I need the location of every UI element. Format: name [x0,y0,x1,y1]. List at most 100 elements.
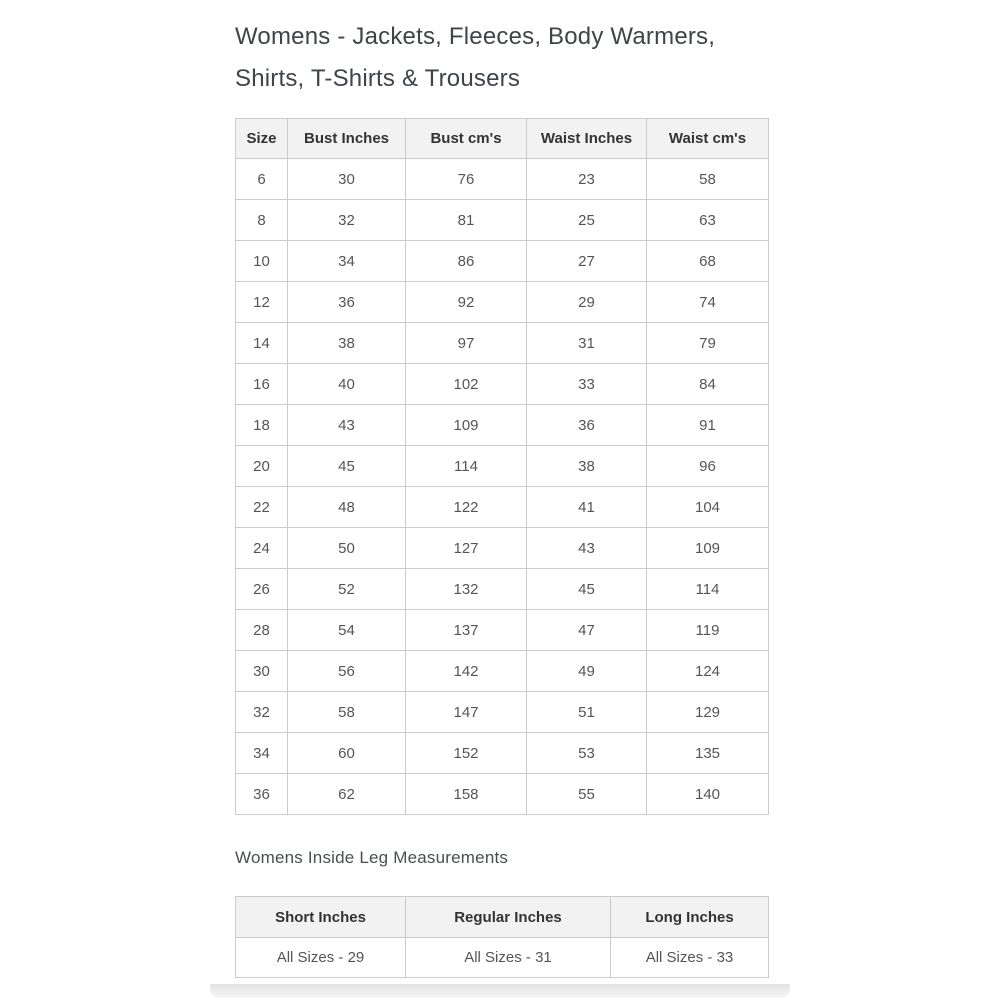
table-cell: 45 [287,445,406,487]
table-cell: 36 [526,404,647,446]
table-cell: 132 [405,568,527,610]
table-cell: 34 [287,240,406,282]
column-header: Regular Inches [405,896,611,938]
table-cell: 20 [235,445,288,487]
table-cell: 56 [287,650,406,692]
table-row: 18 43 109 36 91 [235,404,769,446]
table-cell: All Sizes - 29 [235,937,406,978]
table-cell: 38 [526,445,647,487]
table-cell: 22 [235,486,288,528]
bottom-shadow [210,984,790,998]
table-row: 28 54 137 47 119 [235,609,769,651]
table-cell: 55 [526,773,647,815]
table-cell: 140 [646,773,769,815]
size-chart-header-row: Size Bust Inches Bust cm's Waist Inches Wais… [235,118,769,159]
table-cell: 18 [235,404,288,446]
table-cell: 97 [405,322,527,364]
size-chart-table: Size Bust Inches Bust cm's Waist Inches Wais… [235,118,769,815]
table-cell: 30 [235,650,288,692]
table-cell: 54 [287,609,406,651]
table-cell: 52 [287,568,406,610]
table-row: 16 40 102 33 84 [235,363,769,405]
table-cell: 76 [405,158,527,200]
table-row: All Sizes - 29 All Sizes - 31 All Sizes - … [235,937,769,978]
table-cell: 40 [287,363,406,405]
table-cell: 51 [526,691,647,733]
table-cell: 68 [646,240,769,282]
table-cell: 137 [405,609,527,651]
table-cell: 104 [646,486,769,528]
table-cell: 41 [526,486,647,528]
table-cell: 86 [405,240,527,282]
table-cell: 60 [287,732,406,774]
table-cell: 79 [646,322,769,364]
section-subtitle: Womens Inside Leg Measurements [235,848,509,867]
table-cell: 53 [526,732,647,774]
table-cell: 147 [405,691,527,733]
inside-leg-table: Short Inches Regular Inches Long Inches Al… [235,896,769,978]
table-cell: 158 [405,773,527,815]
column-header: Size [235,118,288,159]
table-cell: 10 [235,240,288,282]
table-cell: 91 [646,404,769,446]
table-cell: 43 [287,404,406,446]
table-cell: 36 [287,281,406,323]
table-cell: 32 [287,199,406,241]
table-cell: 6 [235,158,288,200]
table-cell: 96 [646,445,769,487]
table-cell: 152 [405,732,527,774]
table-cell: 25 [526,199,647,241]
table-cell: 28 [235,609,288,651]
table-cell: All Sizes - 31 [405,937,611,978]
table-row: 32 58 147 51 129 [235,691,769,733]
column-header: Waist cm's [646,118,769,159]
table-cell: 63 [646,199,769,241]
table-row: 6 30 76 23 58 [235,158,769,200]
inside-leg-header-row: Short Inches Regular Inches Long Inches [235,896,769,938]
table-cell: 122 [405,486,527,528]
table-row: 36 62 158 55 140 [235,773,769,815]
table-cell: 92 [405,281,527,323]
table-cell: 109 [646,527,769,569]
table-cell: 142 [405,650,527,692]
table-cell: 30 [287,158,406,200]
size-guide-content: Womens - Jackets, Fleeces, Body Warmers,… [235,0,769,978]
table-cell: 49 [526,650,647,692]
table-cell: 12 [235,281,288,323]
table-row: 8 32 81 25 63 [235,199,769,241]
table-cell: 16 [235,363,288,405]
table-cell: 124 [646,650,769,692]
table-row: 22 48 122 41 104 [235,486,769,528]
table-cell: 74 [646,281,769,323]
table-row: 24 50 127 43 109 [235,527,769,569]
table-cell: 102 [405,363,527,405]
table-cell: 27 [526,240,647,282]
column-header: Bust cm's [405,118,527,159]
column-header: Waist Inches [526,118,647,159]
table-cell: 43 [526,527,647,569]
table-cell: 32 [235,691,288,733]
table-cell: 84 [646,363,769,405]
table-cell: 62 [287,773,406,815]
table-cell: 26 [235,568,288,610]
table-cell: 31 [526,322,647,364]
table-cell: 58 [646,158,769,200]
table-row: 34 60 152 53 135 [235,732,769,774]
table-cell: 109 [405,404,527,446]
table-row: 14 38 97 31 79 [235,322,769,364]
table-cell: 14 [235,322,288,364]
table-cell: 29 [526,281,647,323]
table-row: 12 36 92 29 74 [235,281,769,323]
table-cell: 129 [646,691,769,733]
table-cell: 58 [287,691,406,733]
table-cell: 50 [287,527,406,569]
table-cell: 38 [287,322,406,364]
table-row: 26 52 132 45 114 [235,568,769,610]
table-cell: 45 [526,568,647,610]
table-row: 10 34 86 27 68 [235,240,769,282]
table-cell: 81 [405,199,527,241]
table-cell: 48 [287,486,406,528]
table-cell: 114 [646,568,769,610]
table-cell: 33 [526,363,647,405]
table-cell: 34 [235,732,288,774]
